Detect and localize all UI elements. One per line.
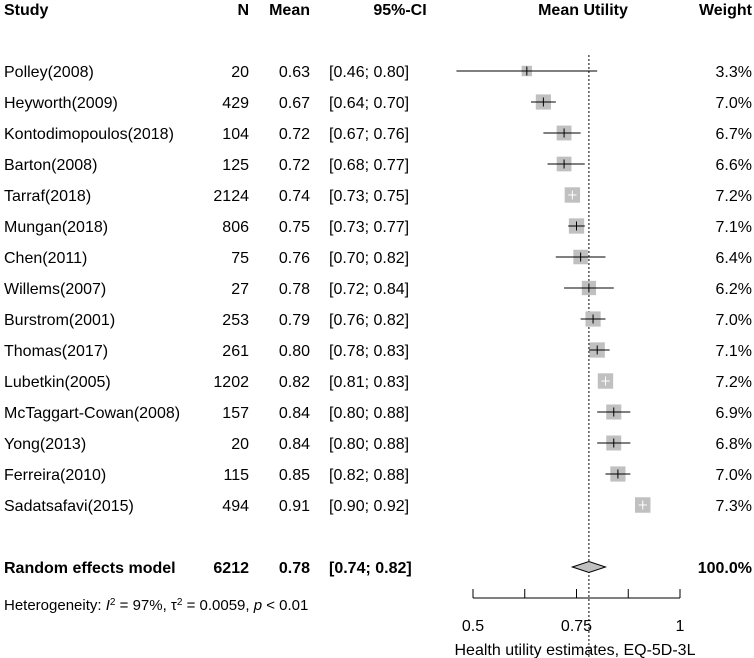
study-mean: 0.79: [279, 312, 310, 329]
study-ci: [0.90; 0.92]: [329, 498, 409, 515]
study-mean: 0.67: [279, 95, 310, 112]
study-n: 1202: [213, 374, 249, 391]
study-name: Mungan(2018): [4, 219, 108, 236]
study-weight: 3.3%: [716, 64, 752, 81]
study-n: 2124: [213, 188, 249, 205]
study-weight: 7.1%: [716, 219, 752, 236]
study-ci: [0.80; 0.88]: [329, 436, 409, 453]
study-name: Tarraf(2018): [4, 188, 91, 205]
study-weight: 6.7%: [716, 126, 752, 143]
summary-ci: [0.74; 0.82]: [329, 560, 412, 577]
study-weight: 7.0%: [716, 312, 752, 329]
study-n: 27: [231, 281, 249, 298]
study-n: 253: [222, 312, 249, 329]
x-tick-label: 0.5: [462, 618, 484, 635]
study-weight: 6.2%: [716, 281, 752, 298]
study-mean: 0.84: [279, 405, 310, 422]
summary-n: 6212: [213, 560, 249, 577]
study-ci: [0.73; 0.75]: [329, 188, 409, 205]
study-weight: 7.2%: [716, 188, 752, 205]
study-n: 20: [231, 436, 249, 453]
header-study: Study: [4, 2, 49, 19]
study-name: Burstrom(2001): [4, 312, 115, 329]
study-name: Willems(2007): [4, 281, 106, 298]
study-n: 429: [222, 95, 249, 112]
study-ci: [0.46; 0.80]: [329, 64, 409, 81]
study-ci: [0.82; 0.88]: [329, 467, 409, 484]
header-weight: Weight: [699, 2, 753, 19]
header-n: N: [237, 2, 249, 19]
summary-name: Random effects model: [4, 560, 176, 577]
study-n: 104: [222, 126, 249, 143]
summary-mean: 0.78: [279, 560, 310, 577]
study-n: 20: [231, 64, 249, 81]
study-name: Ferreira(2010): [4, 467, 106, 484]
study-weight: 7.3%: [716, 498, 752, 515]
study-weight: 7.1%: [716, 343, 752, 360]
study-weight: 7.0%: [716, 467, 752, 484]
study-name: Yong(2013): [4, 436, 86, 453]
header-ci: 95%-CI: [373, 2, 426, 19]
study-n: 75: [231, 250, 249, 267]
header-mean-utility: Mean Utility: [538, 2, 628, 19]
study-name: Lubetkin(2005): [4, 374, 111, 391]
study-ci: [0.76; 0.82]: [329, 312, 409, 329]
study-name: Heyworth(2009): [4, 95, 118, 112]
study-name: Thomas(2017): [4, 343, 108, 360]
study-ci: [0.70; 0.82]: [329, 250, 409, 267]
study-name: Kontodimopoulos(2018): [4, 126, 174, 143]
study-n: 157: [222, 405, 249, 422]
study-ci: [0.73; 0.77]: [329, 219, 409, 236]
study-mean: 0.91: [279, 498, 310, 515]
study-weight: 7.0%: [716, 95, 752, 112]
study-mean: 0.82: [279, 374, 310, 391]
study-name: McTaggart-Cowan(2008): [4, 405, 180, 422]
study-mean: 0.76: [279, 250, 310, 267]
study-n: 806: [222, 219, 249, 236]
study-n: 261: [222, 343, 249, 360]
study-mean: 0.84: [279, 436, 310, 453]
x-axis-label: Health utility estimates, EQ-5D-3L: [455, 642, 696, 658]
summary-weight: 100.0%: [698, 560, 752, 577]
x-tick-label: 0.75: [561, 618, 592, 635]
study-mean: 0.72: [279, 126, 310, 143]
study-n: 494: [222, 498, 249, 515]
study-ci: [0.68; 0.77]: [329, 157, 409, 174]
x-tick-label: 1: [676, 618, 685, 635]
study-name: Sadatsafavi(2015): [4, 498, 134, 515]
study-weight: 6.8%: [716, 436, 752, 453]
study-mean: 0.63: [279, 64, 310, 81]
study-n: 125: [222, 157, 249, 174]
study-weight: 6.6%: [716, 157, 752, 174]
study-mean: 0.74: [279, 188, 310, 205]
study-ci: [0.64; 0.70]: [329, 95, 409, 112]
study-weight: 6.9%: [716, 405, 752, 422]
study-name: Barton(2008): [4, 157, 97, 174]
study-ci: [0.67; 0.76]: [329, 126, 409, 143]
summary-diamond: [570, 560, 608, 574]
heterogeneity-text: Heterogeneity: I2 = 97%, τ2 = 0.0059, p …: [4, 597, 308, 615]
study-mean: 0.75: [279, 219, 310, 236]
study-ci: [0.72; 0.84]: [329, 281, 409, 298]
study-weight: 6.4%: [716, 250, 752, 267]
study-n: 115: [223, 467, 249, 484]
study-ci: [0.81; 0.83]: [329, 374, 409, 391]
study-name: Polley(2008): [4, 64, 94, 81]
study-ci: [0.78; 0.83]: [329, 343, 409, 360]
study-mean: 0.72: [279, 157, 310, 174]
study-weight: 7.2%: [716, 374, 752, 391]
study-mean: 0.78: [279, 281, 310, 298]
study-mean: 0.85: [279, 467, 310, 484]
study-name: Chen(2011): [4, 250, 87, 267]
header-mean: Mean: [269, 2, 310, 19]
study-mean: 0.80: [279, 343, 310, 360]
study-ci: [0.80; 0.88]: [329, 405, 409, 422]
